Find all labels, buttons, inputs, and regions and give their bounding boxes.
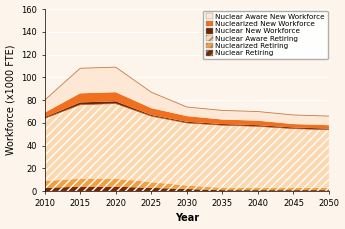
X-axis label: Year: Year <box>175 213 199 224</box>
Legend: Nuclear Aware New Workforce, Nuclearized New Workforce, Nuclear New Workforce, N: Nuclear Aware New Workforce, Nuclearized… <box>203 11 327 59</box>
Y-axis label: Workforce (x1000 FTE): Workforce (x1000 FTE) <box>6 45 16 155</box>
